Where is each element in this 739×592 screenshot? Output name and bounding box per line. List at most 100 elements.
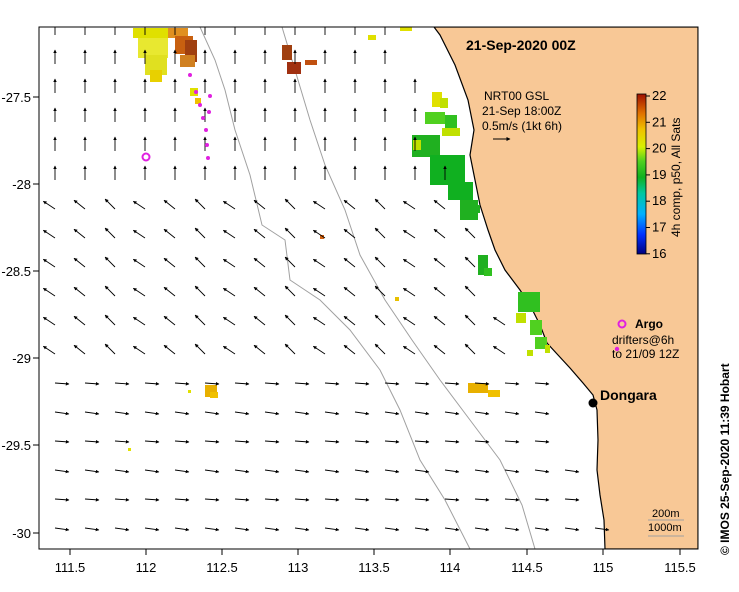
lat-tick-label: -28 xyxy=(12,177,31,192)
current-vector xyxy=(104,227,116,239)
current-vector xyxy=(374,227,386,239)
current-vector xyxy=(474,527,490,532)
current-vector xyxy=(534,411,550,416)
sst-pixel-patch xyxy=(518,292,540,312)
sst-pixel-patch xyxy=(516,313,526,323)
current-vector xyxy=(132,345,146,355)
current-vector xyxy=(384,439,400,444)
current-vector xyxy=(42,258,56,268)
current-vector xyxy=(104,256,116,268)
current-vector xyxy=(73,315,86,326)
sst-pixel-patch xyxy=(305,60,317,65)
current-vector xyxy=(534,469,550,474)
colorbar-ticks: 22 21 20 19 18 17 16 xyxy=(646,88,666,261)
source-name: NRT00 GSL xyxy=(484,89,549,103)
sst-pixel-patch xyxy=(168,28,188,38)
current-vector xyxy=(174,411,190,416)
sst-pixel-patch xyxy=(535,337,547,349)
current-vector xyxy=(374,256,386,268)
current-vector xyxy=(104,343,116,355)
current-vector xyxy=(264,469,280,474)
current-vector xyxy=(534,527,550,532)
current-vector xyxy=(114,381,130,386)
current-vector xyxy=(354,381,370,386)
current-vector xyxy=(492,345,506,355)
lat-tick-label: -28.5 xyxy=(1,264,31,279)
current-vector xyxy=(444,411,460,416)
current-vector xyxy=(534,381,550,386)
colorbar-tick-label: 16 xyxy=(652,246,666,261)
current-vector xyxy=(564,527,580,532)
current-vector xyxy=(402,258,416,268)
colorbar-tick-label: 18 xyxy=(652,193,666,208)
sst-pixel-patch xyxy=(128,448,131,451)
current-vector xyxy=(324,439,340,444)
current-vector xyxy=(343,199,356,210)
current-vector xyxy=(374,343,386,355)
current-vector xyxy=(354,469,370,474)
current-vector xyxy=(504,497,520,502)
current-vector xyxy=(174,497,190,502)
lat-tick-label: -29.5 xyxy=(1,438,31,453)
current-vector xyxy=(374,285,386,297)
sst-pixel-patch xyxy=(470,205,480,213)
current-vector xyxy=(284,285,296,297)
current-vector xyxy=(222,229,236,239)
depth-contour-1000m xyxy=(199,27,471,549)
current-vector xyxy=(163,315,176,326)
current-vector xyxy=(144,381,160,386)
current-vector xyxy=(84,411,100,416)
current-vector xyxy=(144,411,160,416)
current-vector xyxy=(312,200,326,210)
land-mass xyxy=(433,27,698,549)
current-vector xyxy=(84,527,100,532)
current-vector xyxy=(474,381,490,386)
current-vector xyxy=(234,497,250,502)
argo-legend-icon xyxy=(617,319,627,329)
current-vector xyxy=(294,469,310,474)
current-vector xyxy=(312,345,326,355)
sst-pixel-patch xyxy=(400,27,412,31)
current-vector xyxy=(474,469,490,474)
current-vector xyxy=(474,439,490,444)
current-vector xyxy=(234,411,250,416)
current-vector xyxy=(104,314,116,326)
current-vector xyxy=(444,381,460,386)
current-vector xyxy=(174,469,190,474)
current-vector xyxy=(144,497,160,502)
current-vector xyxy=(343,228,356,239)
current-vector xyxy=(384,527,400,532)
current-vector xyxy=(464,343,476,355)
current-vector xyxy=(84,439,100,444)
current-vector xyxy=(204,469,220,474)
current-vector xyxy=(464,227,476,239)
current-vector xyxy=(222,258,236,268)
contour-label-200m: 200m xyxy=(652,508,680,520)
sst-pixel-patch xyxy=(180,55,195,67)
current-vector xyxy=(384,497,400,502)
current-vector xyxy=(324,497,340,502)
current-vector xyxy=(54,469,70,474)
plot-frame xyxy=(38,26,699,550)
current-vector xyxy=(54,411,70,416)
current-vector xyxy=(312,316,326,326)
current-vector xyxy=(222,345,236,355)
current-vector xyxy=(132,229,146,239)
current-vector xyxy=(194,285,206,297)
current-vector xyxy=(464,285,476,297)
current-vector xyxy=(194,198,206,210)
sst-pixel-patch xyxy=(395,297,399,301)
current-vector xyxy=(504,411,520,416)
colorbar-tick-label: 21 xyxy=(652,114,666,129)
current-vector xyxy=(234,527,250,532)
current-vector xyxy=(234,469,250,474)
current-vector xyxy=(104,285,116,297)
dongara-label: Dongara xyxy=(600,387,657,403)
sst-pixel-patch xyxy=(368,35,376,40)
vector-scale-label: 0.5m/s (1kt 6h) xyxy=(482,119,562,133)
current-vector xyxy=(444,439,460,444)
current-vector xyxy=(343,257,356,268)
current-vector xyxy=(264,527,280,532)
current-vector xyxy=(402,316,416,326)
